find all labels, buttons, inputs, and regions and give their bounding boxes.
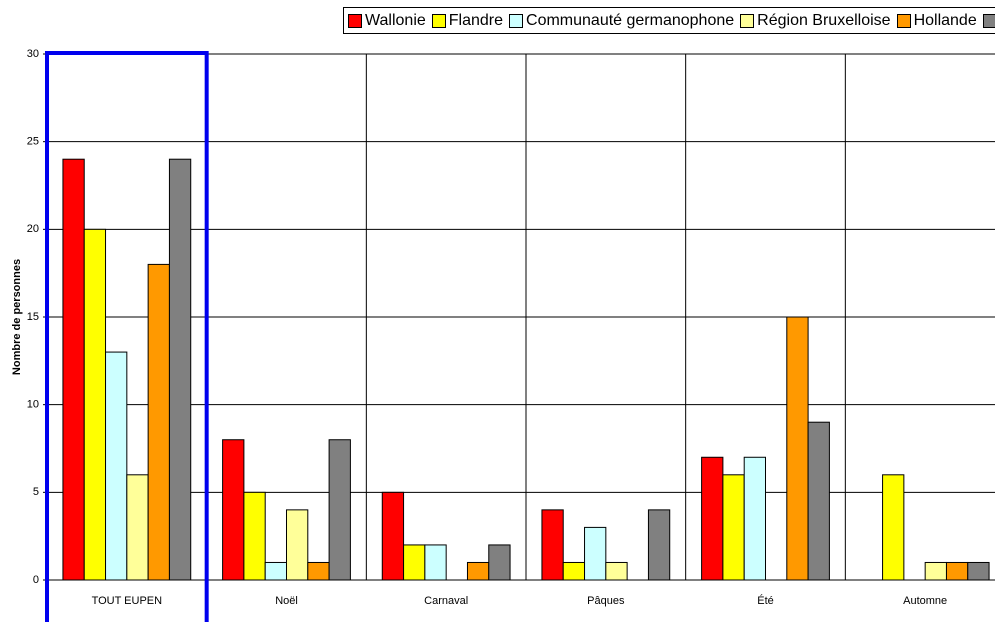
y-tick-label: 10 <box>27 399 39 411</box>
bar <box>722 474 745 581</box>
legend-swatch <box>896 13 911 28</box>
bar <box>584 526 607 581</box>
bar <box>168 158 192 581</box>
bar <box>743 456 767 581</box>
legend-swatch <box>348 13 362 28</box>
x-tick-label: Été <box>757 594 774 607</box>
bar <box>882 474 905 581</box>
bar <box>105 351 128 581</box>
highlight-box <box>45 51 209 622</box>
y-tick-label: 25 <box>27 136 39 148</box>
bar <box>786 316 809 581</box>
legend-item: Flandre <box>431 11 504 30</box>
legend-label: Wallonie <box>365 11 426 29</box>
x-tick-label: Carnaval <box>424 595 468 607</box>
legend-swatch <box>509 13 524 28</box>
bar <box>222 439 245 581</box>
legend-label: Flandre <box>448 11 504 29</box>
bar <box>605 561 628 581</box>
bar <box>701 456 724 581</box>
bar <box>83 228 107 581</box>
legend-item: Région Bruxelloise <box>740 11 891 30</box>
bar <box>488 544 511 581</box>
x-tick-label: TOUT EUPEN <box>92 595 163 607</box>
legend-swatch <box>431 13 446 28</box>
legend: Wallonie Flandre Communauté germanophone Ré… <box>343 7 995 34</box>
bar <box>541 509 564 581</box>
bar <box>807 421 830 581</box>
bar <box>328 439 351 581</box>
y-tick-label: 20 <box>27 223 39 235</box>
bar <box>403 544 426 581</box>
bar <box>126 474 149 581</box>
y-tick-label: 15 <box>27 311 39 323</box>
y-axis-label: Nombre de personnes <box>11 259 23 375</box>
y-tick-label: 5 <box>33 486 39 498</box>
legend-swatch <box>740 13 755 28</box>
legend-label: Hollande <box>913 11 977 29</box>
x-tick-label: Noël <box>275 595 298 607</box>
legend-item: Wallonie <box>348 12 426 30</box>
bar <box>967 561 990 581</box>
bar <box>307 561 330 581</box>
bar <box>147 263 170 581</box>
bar <box>924 561 947 581</box>
bar <box>466 561 490 581</box>
legend-item: Communauté germanophone <box>509 12 734 30</box>
bar <box>264 561 288 581</box>
bar <box>647 509 671 581</box>
x-tick-label: Automne <box>903 595 947 607</box>
bar <box>562 561 586 581</box>
legend-swatch <box>982 13 995 28</box>
legend-item: Allemagne <box>982 12 995 30</box>
bar <box>62 158 85 581</box>
bar <box>381 491 405 581</box>
y-tick-label: 30 <box>27 48 39 60</box>
bar <box>286 509 309 581</box>
bar <box>424 544 447 581</box>
legend-label: Région Bruxelloise <box>757 11 891 29</box>
y-tick-label: 0 <box>33 574 39 586</box>
bar <box>243 491 266 581</box>
legend-label: Communauté germanophone <box>526 11 735 29</box>
bar <box>945 561 969 581</box>
legend-item: Hollande <box>896 11 977 30</box>
x-tick-label: Pâques <box>587 595 625 607</box>
